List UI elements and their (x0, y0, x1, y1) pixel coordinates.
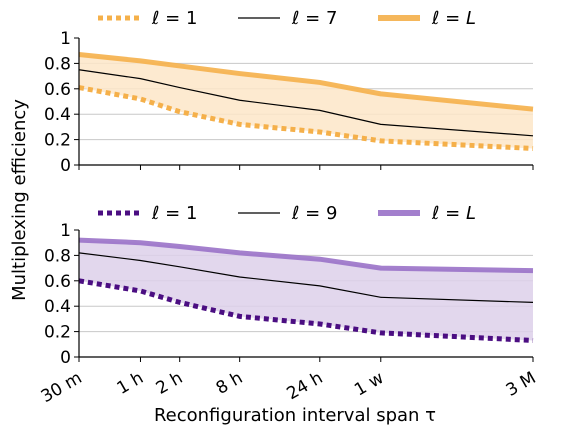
x-tick-label: 24 h (284, 368, 327, 404)
legend-symbol: ℓ (431, 203, 439, 224)
y-tick-label: 0.6 (44, 80, 71, 100)
x-tick-label: 1 w (351, 368, 387, 400)
y-tick-label: 0.8 (44, 246, 71, 266)
legend-label: ℓ = L (431, 203, 476, 224)
y-tick-label: 0.2 (44, 323, 71, 343)
legend-label: ℓ = 1 (151, 8, 197, 29)
legend-value: = (439, 203, 466, 224)
y-tick-label: 0.6 (44, 272, 71, 292)
legend-label: ℓ = 7 (291, 8, 337, 29)
y-tick-label: 0.4 (44, 105, 71, 125)
series-line-l-mid (78, 252, 534, 303)
legend-value-text: 9 (326, 203, 337, 224)
legend-label: ℓ = 1 (151, 203, 197, 224)
legend-value: = (299, 203, 326, 224)
x-tick-label: 2 h (153, 368, 186, 399)
legend-label: ℓ = L (431, 8, 476, 29)
shaded-band (79, 240, 533, 341)
legend-symbol: ℓ (291, 8, 299, 29)
legend-symbol: ℓ (151, 203, 159, 224)
y-tick-label: 1 (60, 29, 71, 49)
series-line-l-1 (78, 85, 534, 151)
y-tick-label: 0.8 (44, 54, 71, 74)
y-axis-label: Multiplexing efficiency (9, 99, 30, 301)
legend-value: = (159, 8, 186, 29)
series-line-l-L (78, 52, 534, 112)
series-line-l-L (78, 237, 534, 274)
x-tick-label: 1 h (114, 368, 147, 399)
x-axis-label: Reconfiguration interval span τ (154, 405, 436, 426)
y-tick-label: 1 (60, 221, 71, 241)
y-tick-label: 0.4 (44, 297, 71, 317)
series-line-l-mid (78, 69, 534, 137)
legend-symbol: ℓ (291, 203, 299, 224)
legend-value: = (159, 203, 186, 224)
legend-symbol: ℓ (151, 8, 159, 29)
legend-symbol: ℓ (431, 8, 439, 29)
x-tick-label: 30 m (38, 368, 86, 407)
shaded-band (79, 54, 533, 149)
y-tick-label: 0.2 (44, 131, 71, 151)
y-tick-label: 0 (60, 348, 71, 368)
legend-value-text: 1 (186, 8, 197, 29)
y-tick-label: 0 (60, 156, 71, 176)
legend-value-text: 1 (186, 203, 197, 224)
legend-value-text: L (466, 8, 476, 29)
legend-value-text: 7 (326, 8, 337, 29)
series-line-l-1 (78, 278, 534, 343)
legend-label: ℓ = 9 (291, 203, 337, 224)
x-tick-label: 3 M (503, 368, 540, 401)
legend-value-text: L (466, 203, 476, 224)
legend-value: = (439, 8, 466, 29)
x-tick-label: 8 h (213, 368, 246, 399)
legend-value: = (299, 8, 326, 29)
